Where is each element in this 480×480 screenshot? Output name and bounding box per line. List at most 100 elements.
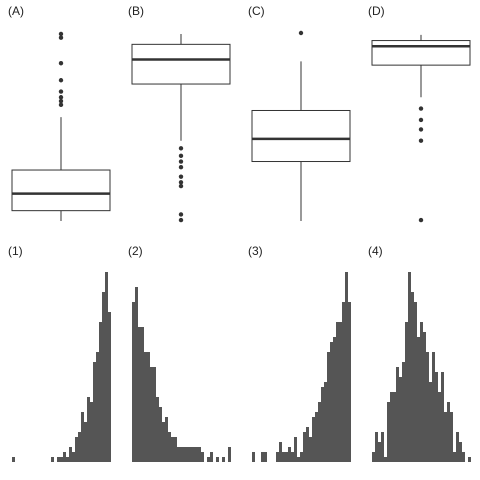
- histogram-bar: [195, 447, 198, 462]
- histogram-bar: [297, 457, 300, 462]
- histogram-bar: [324, 382, 327, 462]
- histogram-bar: [447, 402, 450, 462]
- histogram-bar: [156, 397, 159, 462]
- outlier: [178, 217, 184, 223]
- histogram-bar: [444, 412, 447, 462]
- histogram-bar: [198, 447, 201, 462]
- histogram-bar: [345, 272, 348, 462]
- histogram-bar: [450, 412, 453, 462]
- histogram-bar: [315, 412, 318, 462]
- histogram-bar: [90, 402, 93, 462]
- outlier: [418, 217, 424, 223]
- panel-label: (D): [368, 4, 385, 18]
- histogram-bar: [210, 452, 213, 462]
- histogram-bar: [183, 447, 186, 462]
- histogram-bar: [105, 272, 108, 462]
- histogram-bar: [159, 407, 162, 462]
- histogram-bar: [336, 322, 339, 462]
- histogram-bar: [174, 437, 177, 462]
- outlier: [58, 102, 64, 108]
- histogram-bar: [180, 447, 183, 462]
- histogram-bar: [207, 457, 210, 462]
- panel-label: (C): [248, 4, 265, 18]
- histogram-bar: [216, 457, 219, 462]
- histogram-bar: [393, 392, 396, 462]
- histogram-bar: [144, 352, 147, 462]
- outlier: [418, 127, 424, 132]
- histogram-bar: [468, 457, 471, 462]
- histogram-bar: [171, 437, 174, 462]
- histogram-bar: [252, 452, 255, 462]
- histogram-bar: [414, 302, 417, 462]
- histogram-bar: [381, 432, 384, 462]
- histogram-bar: [285, 452, 288, 462]
- histogram-bar: [399, 377, 402, 462]
- histogram-bar: [60, 457, 63, 462]
- histogram-bar: [384, 457, 387, 462]
- histogram-bar: [222, 457, 225, 462]
- outlier: [58, 95, 64, 100]
- histogram-bar: [453, 452, 456, 462]
- box: [371, 40, 471, 66]
- histogram-bar: [78, 432, 81, 462]
- histogram-bar: [438, 392, 441, 462]
- histogram-bar: [66, 457, 69, 462]
- outlier: [178, 183, 184, 189]
- histogram-bar: [276, 452, 279, 462]
- outlier: [178, 153, 184, 159]
- histogram-bar: [264, 452, 267, 462]
- histogram-bar: [432, 352, 435, 462]
- box: [251, 109, 351, 163]
- panel-label: (4): [368, 244, 383, 258]
- histogram-bar: [375, 432, 378, 462]
- histogram-bar: [402, 362, 405, 462]
- outlier: [418, 138, 424, 143]
- histogram-bar: [72, 452, 75, 462]
- histogram-bar: [63, 452, 66, 462]
- panel-label: (A): [8, 4, 24, 18]
- histogram-bar: [87, 397, 90, 462]
- histogram-bar: [192, 447, 195, 462]
- histogram-bar: [291, 452, 294, 462]
- outlier: [58, 89, 64, 94]
- histogram-bar: [189, 447, 192, 462]
- histogram-bar: [420, 322, 423, 462]
- box: [131, 43, 231, 85]
- outlier: [178, 174, 184, 179]
- box: [11, 169, 111, 212]
- histogram-bar: [318, 402, 321, 462]
- outlier: [418, 106, 424, 111]
- histogram-bar: [411, 292, 414, 462]
- histogram-bar: [147, 352, 150, 462]
- outlier: [58, 35, 64, 40]
- histogram-bar: [84, 422, 87, 462]
- histogram-bar: [162, 422, 165, 462]
- histogram-bar: [312, 417, 315, 462]
- histogram-bar: [330, 342, 333, 462]
- histogram-bar: [342, 302, 345, 462]
- outlier: [298, 30, 304, 36]
- histogram-bar: [348, 302, 351, 462]
- histogram-bar: [165, 417, 168, 462]
- histogram-bar: [201, 452, 204, 462]
- histogram-bar: [12, 457, 15, 462]
- histogram-bar: [282, 452, 285, 462]
- histogram-bar: [339, 322, 342, 462]
- histogram-bar: [429, 382, 432, 462]
- histogram-bar: [303, 432, 306, 462]
- outlier: [58, 31, 64, 37]
- histogram-bar: [387, 402, 390, 462]
- outlier: [418, 117, 424, 123]
- histogram-bar: [69, 447, 72, 462]
- histogram-bar: [279, 442, 282, 462]
- histogram-bar: [135, 287, 138, 462]
- histogram-bar: [57, 457, 60, 462]
- histogram-bar: [75, 437, 78, 462]
- histogram-bar: [390, 392, 393, 462]
- histogram-bar: [81, 412, 84, 462]
- histogram-bar: [435, 372, 438, 462]
- histogram-bar: [261, 452, 264, 462]
- histogram-bar: [306, 427, 309, 462]
- histogram-bar: [228, 447, 231, 462]
- histogram-bar: [138, 327, 141, 462]
